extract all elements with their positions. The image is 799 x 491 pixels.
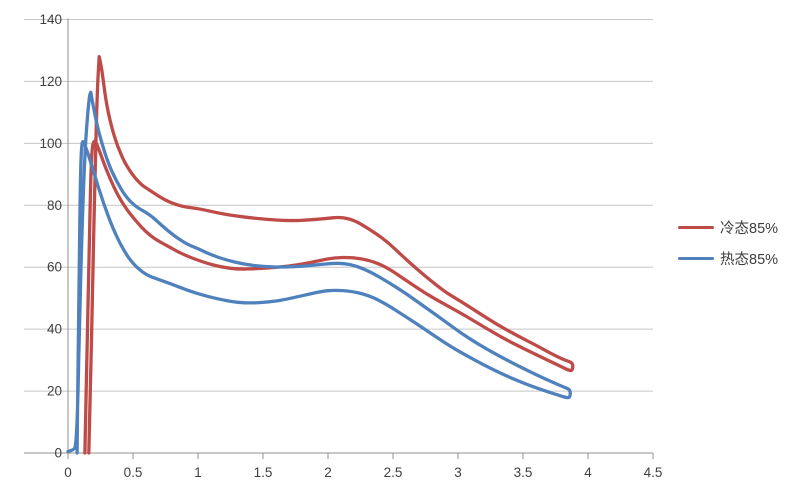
x-tick-label: 4 xyxy=(584,465,592,480)
x-tick-label: 0.5 xyxy=(124,465,143,480)
y-tick-label: 40 xyxy=(47,322,62,337)
legend-swatch-cold xyxy=(678,225,714,230)
y-tick-label: 60 xyxy=(47,260,62,275)
y-tick-label: 20 xyxy=(47,384,62,399)
x-tick-label: 1 xyxy=(194,465,202,480)
x-tick-label: 1.5 xyxy=(254,465,273,480)
y-tick-label: 140 xyxy=(39,12,62,27)
y-tick-label: 0 xyxy=(54,446,62,461)
series-line-0[interactable] xyxy=(83,55,575,455)
x-tick-label: 2.5 xyxy=(384,465,403,480)
legend-label-hot: 热态85% xyxy=(720,252,779,268)
y-tick-label: 80 xyxy=(47,198,62,213)
x-tick-label: 0 xyxy=(64,465,72,480)
legend-label-cold: 冷态85% xyxy=(720,221,779,237)
x-tick-label: 4.5 xyxy=(644,465,663,480)
y-tick-label: 120 xyxy=(39,74,62,89)
x-tick-label: 2 xyxy=(324,465,332,480)
y-tick-label: 100 xyxy=(39,136,62,151)
series-line-1[interactable] xyxy=(66,90,572,455)
legend: 冷态85% 热态85% xyxy=(678,219,779,268)
x-tick-label: 3.5 xyxy=(514,465,533,480)
legend-swatch-hot xyxy=(678,256,714,261)
legend-item-cold[interactable]: 冷态85% xyxy=(678,219,779,237)
x-tick-label: 3 xyxy=(454,465,462,480)
legend-item-hot[interactable]: 热态85% xyxy=(678,250,779,268)
